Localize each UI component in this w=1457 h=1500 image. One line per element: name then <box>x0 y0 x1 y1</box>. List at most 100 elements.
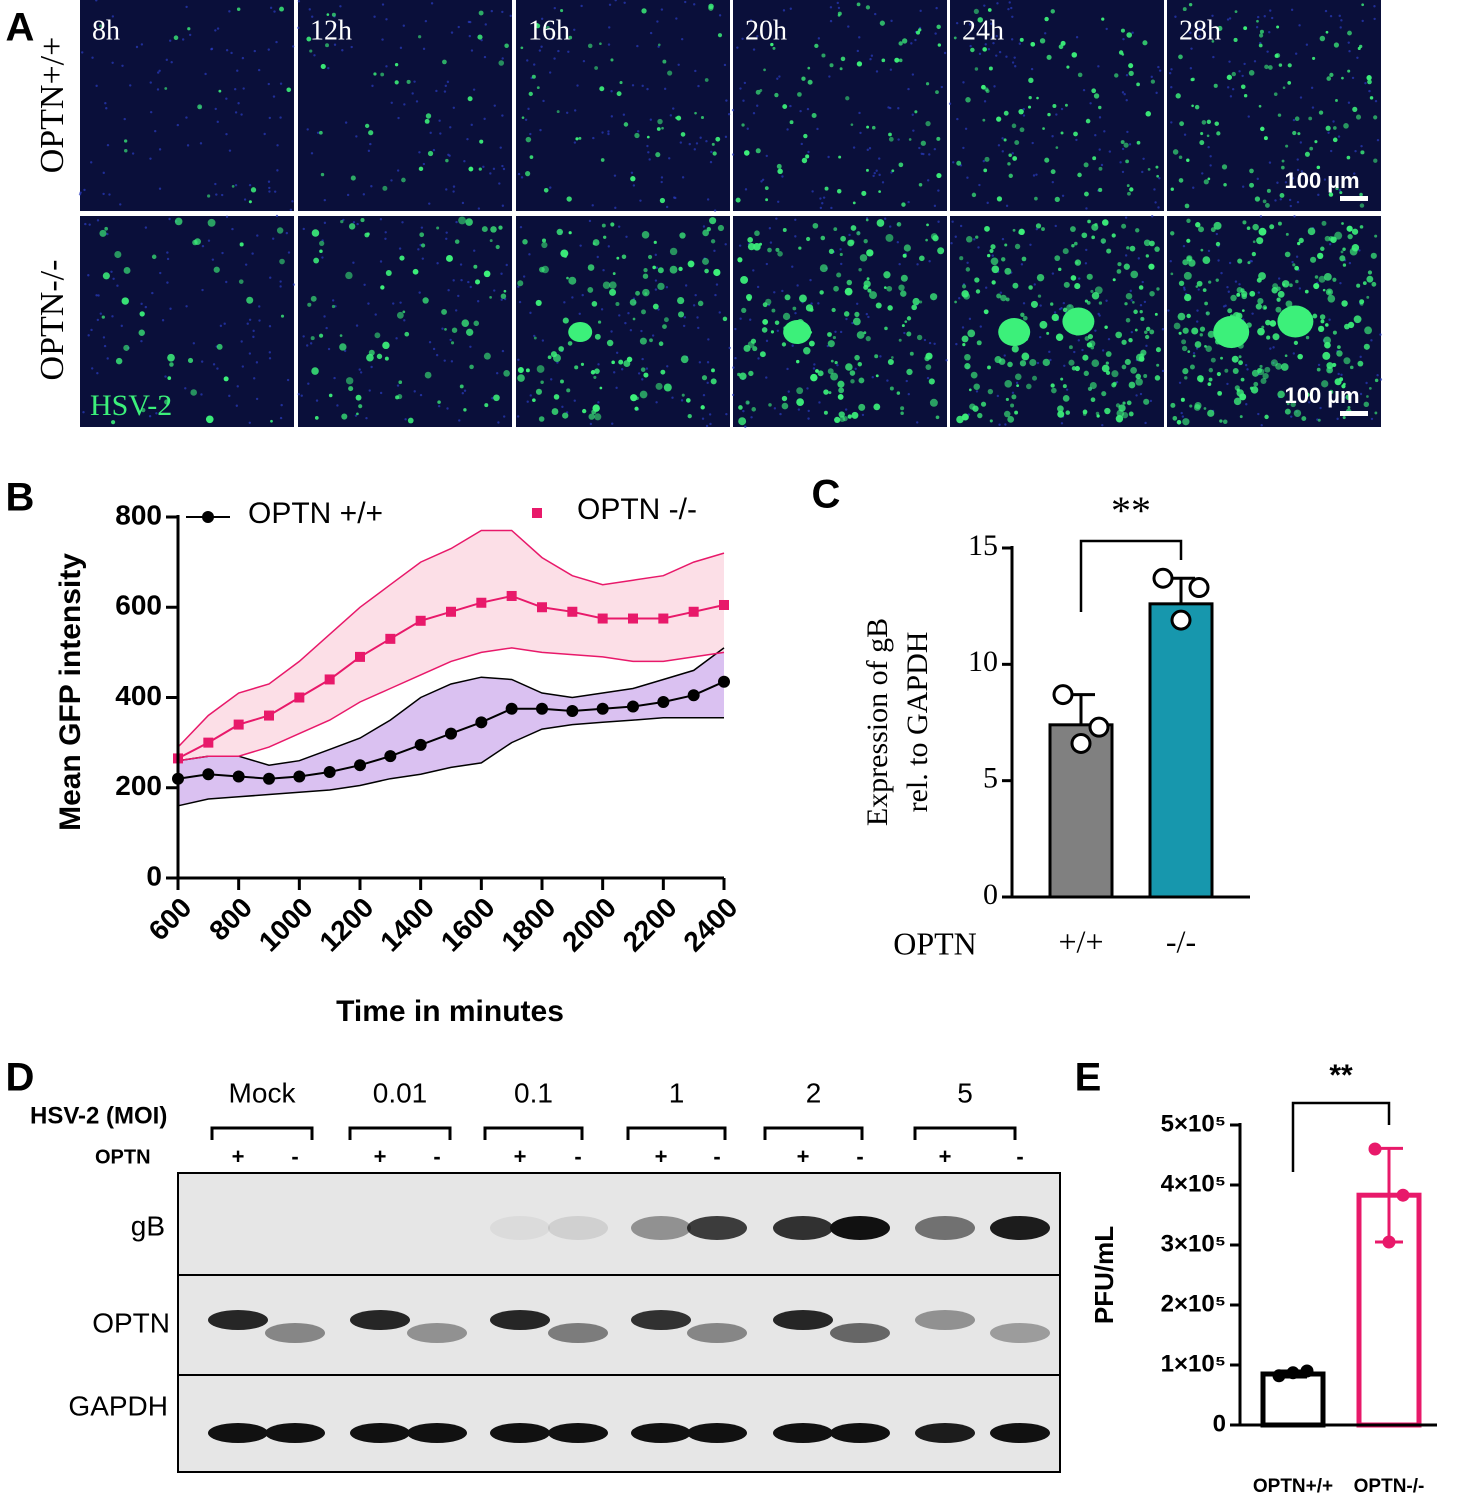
nucleus-dot <box>959 224 963 228</box>
data-point <box>1396 1188 1410 1202</box>
nucleus-dot <box>657 45 660 48</box>
nucleus-dot <box>625 235 628 238</box>
nucleus-dot <box>321 256 324 259</box>
gfp-dot <box>1260 126 1265 132</box>
nucleus-dot <box>144 305 148 309</box>
nucleus-dot <box>1238 283 1241 286</box>
y-tick-label: 1×10⁵ <box>1161 1350 1226 1377</box>
gfp-dot <box>937 43 942 47</box>
nucleus-dot <box>1298 24 1301 27</box>
gfp-dot <box>311 367 319 375</box>
gfp-dot <box>1156 287 1160 291</box>
blot-band <box>990 1423 1050 1443</box>
nucleus-dot <box>871 375 874 379</box>
nucleus-dot <box>225 280 228 284</box>
nucleus-dot <box>592 136 595 140</box>
nucleus-dot <box>608 26 611 29</box>
nucleus-dot <box>151 291 154 295</box>
gfp-dot <box>1328 192 1334 197</box>
gfp-dot <box>1363 343 1370 350</box>
nucleus-dot <box>1319 406 1322 410</box>
gfp-dot <box>1134 328 1138 332</box>
gfp-dot <box>1205 311 1210 316</box>
gfp-dot <box>1189 404 1193 408</box>
gfp-dot <box>836 272 842 278</box>
nucleus-dot <box>1151 215 1154 218</box>
nucleus-dot <box>214 182 217 186</box>
gfp-dot <box>863 239 868 244</box>
gfp-dot <box>1238 355 1242 359</box>
nucleus-dot <box>928 153 931 156</box>
gfp-dot <box>536 86 540 90</box>
nucleus-dot <box>297 0 301 3</box>
row-label: OPTN-/- <box>34 260 71 381</box>
nucleus-dot <box>705 140 708 143</box>
gfp-dot <box>437 400 441 404</box>
nucleus-dot <box>166 281 169 284</box>
x-tick-label: 2400 <box>677 892 743 958</box>
nucleus-dot <box>436 262 439 265</box>
gfp-dot <box>741 123 745 127</box>
nucleus-dot <box>437 404 441 408</box>
gfp-dot <box>1263 136 1268 141</box>
marker <box>718 675 730 688</box>
nucleus-dot <box>724 243 727 246</box>
nucleus-dot <box>161 319 165 322</box>
row-label: OPTN+/+ <box>34 37 71 174</box>
nucleus-dot <box>1324 9 1328 13</box>
nucleus-dot <box>922 152 925 156</box>
gfp-dot <box>681 393 685 397</box>
nucleus-dot <box>285 231 289 235</box>
gfp-dot <box>1342 263 1347 267</box>
nucleus-dot <box>454 309 458 312</box>
gfp-dot <box>473 320 480 327</box>
gfp-dot <box>1249 182 1255 188</box>
nucleus-dot <box>168 39 172 42</box>
gfp-dot <box>920 140 926 146</box>
gfp-dot <box>517 280 524 287</box>
nucleus-dot <box>1359 392 1363 396</box>
marker <box>476 597 487 608</box>
gfp-dot <box>1346 225 1353 232</box>
nucleus-dot <box>370 365 373 369</box>
nucleus-dot <box>1228 17 1232 20</box>
gfp-dot <box>1008 153 1012 157</box>
gfp-dot <box>1046 331 1050 335</box>
gfp-dot <box>889 386 894 391</box>
nucleus-dot <box>1182 244 1186 248</box>
nucleus-dot <box>782 9 786 12</box>
gfp-dot <box>205 415 214 424</box>
gfp-dot <box>1215 278 1219 282</box>
gfp-dot <box>928 378 935 385</box>
nucleus-dot <box>267 48 270 51</box>
gfp-dot <box>1257 298 1264 305</box>
nucleus-dot <box>155 412 158 415</box>
gfp-dot <box>782 104 788 109</box>
gfp-dot <box>1246 226 1251 230</box>
gfp-dot <box>1037 294 1042 298</box>
gfp-dot <box>1098 166 1103 171</box>
marker <box>537 602 547 613</box>
gfp-dot <box>1337 345 1341 349</box>
gfp-dot <box>1340 250 1344 254</box>
nucleus-dot <box>1035 173 1038 176</box>
gfp-dot <box>1014 410 1019 415</box>
gfp-dot <box>1341 76 1344 80</box>
gfp-dot <box>775 247 780 252</box>
nucleus-dot <box>396 384 400 387</box>
nucleus-dot <box>457 25 460 29</box>
y-tick-label: 5 <box>983 762 998 795</box>
nucleus-dot <box>580 4 583 8</box>
gfp-dot <box>609 281 617 289</box>
gfp-dot <box>774 320 780 325</box>
scale-bar-label: 100 µm <box>1284 168 1359 193</box>
marker <box>536 702 548 715</box>
nucleus-dot <box>1196 320 1199 323</box>
y-axis-label: PFU/mL <box>1089 1226 1119 1324</box>
gfp-dot <box>866 277 870 281</box>
nucleus-dot <box>1001 237 1005 241</box>
nucleus-dot <box>982 159 985 163</box>
gfp-dot <box>777 168 783 174</box>
blot-label: gB <box>131 1210 165 1241</box>
nucleus-dot <box>219 324 223 328</box>
